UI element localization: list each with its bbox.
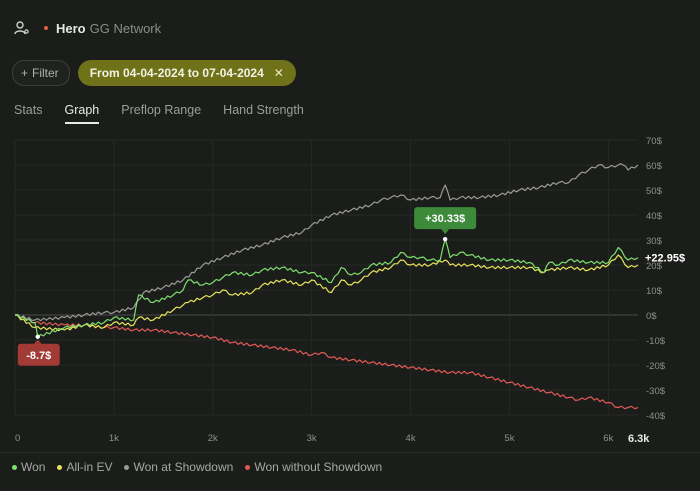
x-end-label: 6.3k (628, 433, 650, 445)
profit-graph[interactable]: 70$ 60$ 50$ 40$ 30$ 20$ 10$ 0$ -10$ -20$ -30$ -40$ 0… (0, 128, 700, 448)
legend-dot-allin-ev (57, 464, 63, 470)
y-tick-label: 70$ (646, 136, 663, 147)
legend-item-won[interactable]: Won (12, 460, 45, 474)
x-tick-label: 2k (208, 433, 218, 444)
legend-item-showdown[interactable]: Won at Showdown (124, 460, 233, 474)
filter-row: + Filter From 04-04-2024 to 07-04-2024 ✕ (12, 60, 296, 86)
plus-icon: + (21, 66, 29, 80)
status-dot (44, 26, 48, 30)
close-icon[interactable]: ✕ (273, 66, 284, 80)
chart-legend: Won All-in EV Won at Showdown Won withou… (12, 460, 382, 474)
network-name: GG Network (89, 20, 162, 36)
legend-item-non-showdown[interactable]: Won without Showdown (245, 460, 382, 474)
y-tick-label: -20$ (646, 361, 666, 372)
legend-dot-won (12, 464, 17, 470)
y-tick-label: 0$ (646, 311, 657, 322)
x-tick-label: 6k (603, 433, 613, 444)
x-tick-label: 4k (406, 433, 416, 444)
y-tick-label: 20$ (646, 261, 663, 272)
x-tick-label: 0 (15, 433, 20, 444)
y-tick-label: 50$ (646, 186, 663, 197)
end-value-label: +22.95$ (645, 253, 685, 265)
y-tick-label: 10$ (646, 286, 663, 297)
series-line-won[interactable] (14, 238, 639, 338)
series-line-showdown[interactable] (14, 163, 639, 322)
series-line-allin-ev[interactable] (14, 254, 639, 332)
y-tick-label: 30$ (646, 236, 663, 247)
legend-dot-non-showdown (245, 464, 251, 470)
tab-preflop-range[interactable]: Preflop Range (121, 103, 202, 117)
date-range-label: From 04-04-2024 to 07-04-2024 (89, 66, 264, 80)
user-settings-icon[interactable] (14, 20, 30, 36)
legend-label-showdown: Won at Showdown (133, 460, 234, 474)
header: Hero GG Network (14, 18, 161, 38)
legend-label-non-showdown: Won without Showdown (254, 460, 383, 474)
trough-label: -8.7$ (26, 350, 51, 362)
trough-tooltip (17, 343, 60, 366)
x-tick-label: 1k (109, 433, 119, 444)
trough-marker (35, 334, 40, 339)
legend-label-won: Won (21, 460, 46, 474)
peak-label: +30.33$ (425, 213, 465, 225)
series-line-non-showdown[interactable] (14, 314, 639, 410)
filter-button[interactable]: + Filter (12, 60, 70, 86)
legend-label-allin-ev: All-in EV (66, 460, 113, 474)
tab-bar: Stats Graph Preflop Range Hand Strength (14, 103, 326, 124)
y-tick-label: 40$ (646, 211, 663, 222)
trough-tooltip-arrow (33, 339, 42, 344)
filter-label: Filter (32, 66, 59, 80)
legend-divider (0, 452, 700, 453)
player-name: Hero (56, 20, 86, 36)
y-tick-label: -10$ (646, 336, 666, 347)
tab-hand-strength[interactable]: Hand Strength (223, 103, 304, 117)
y-tick-label: -30$ (646, 386, 666, 397)
legend-dot-showdown (124, 464, 130, 470)
peak-tooltip (414, 207, 477, 230)
legend-item-allin-ev[interactable]: All-in EV (57, 460, 112, 474)
peak-tooltip-arrow (441, 229, 450, 235)
x-tick-label: 3k (307, 433, 317, 444)
date-range-chip[interactable]: From 04-04-2024 to 07-04-2024 ✕ (77, 60, 296, 86)
x-tick-label: 5k (504, 433, 514, 444)
y-tick-label: 60$ (646, 161, 663, 172)
tab-graph[interactable]: Graph (64, 103, 100, 124)
y-tick-label: -40$ (646, 411, 666, 422)
peak-marker (442, 236, 448, 242)
tab-stats[interactable]: Stats (14, 103, 43, 117)
